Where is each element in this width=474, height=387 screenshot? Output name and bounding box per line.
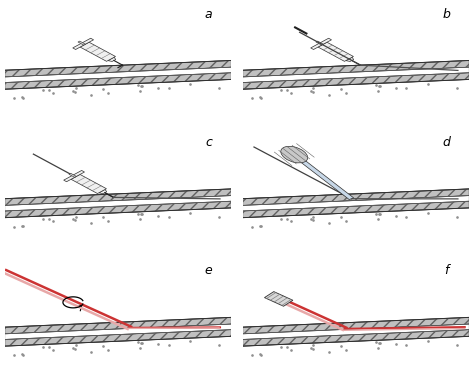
Polygon shape: [243, 324, 469, 339]
Polygon shape: [243, 201, 469, 217]
Polygon shape: [5, 324, 231, 339]
Polygon shape: [5, 196, 231, 211]
Polygon shape: [69, 173, 76, 177]
Text: f: f: [445, 264, 449, 277]
Polygon shape: [64, 170, 84, 182]
Polygon shape: [5, 60, 231, 77]
Polygon shape: [71, 175, 107, 194]
Polygon shape: [5, 189, 231, 205]
Text: b: b: [443, 7, 451, 21]
Polygon shape: [243, 67, 469, 82]
Polygon shape: [5, 201, 231, 217]
Text: e: e: [205, 264, 212, 277]
Polygon shape: [316, 41, 323, 45]
Text: d: d: [443, 136, 451, 149]
Polygon shape: [99, 190, 107, 194]
Polygon shape: [5, 317, 231, 334]
Polygon shape: [108, 57, 116, 62]
Polygon shape: [80, 42, 116, 62]
Polygon shape: [243, 60, 469, 77]
Polygon shape: [243, 330, 469, 346]
Polygon shape: [243, 317, 469, 334]
Polygon shape: [243, 196, 469, 211]
Polygon shape: [5, 73, 231, 89]
Polygon shape: [5, 330, 231, 346]
Polygon shape: [346, 57, 354, 62]
Polygon shape: [243, 73, 469, 89]
Polygon shape: [243, 189, 469, 205]
Polygon shape: [310, 38, 331, 50]
Polygon shape: [73, 38, 93, 50]
Polygon shape: [5, 67, 231, 82]
Polygon shape: [318, 42, 354, 62]
Ellipse shape: [281, 146, 308, 163]
Text: a: a: [205, 7, 212, 21]
Polygon shape: [78, 41, 85, 45]
Text: c: c: [205, 136, 212, 149]
Polygon shape: [300, 160, 354, 200]
Polygon shape: [264, 291, 293, 306]
